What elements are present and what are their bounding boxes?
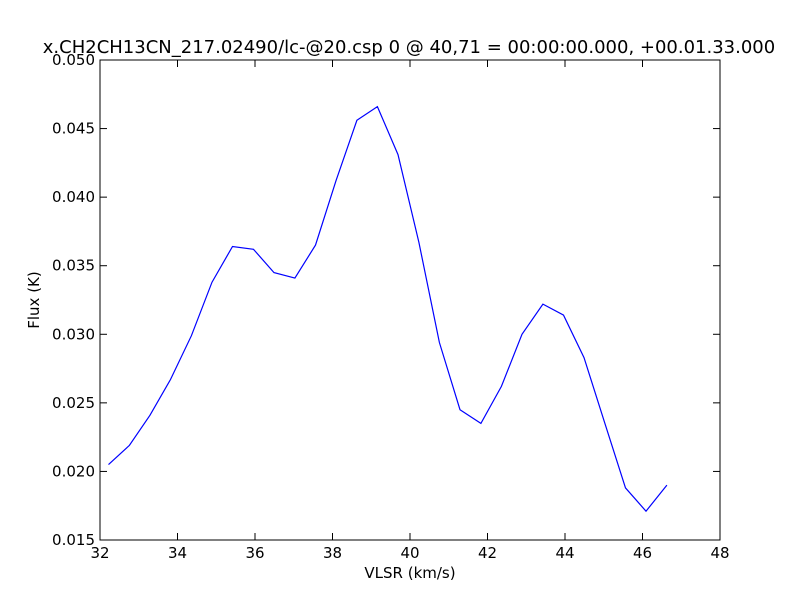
- x-tick-label: 48: [710, 544, 729, 562]
- chart-title: x.CH2CH13CN_217.02490/lc-@20.csp 0 @ 40,…: [43, 37, 775, 58]
- x-axis: 32 34 36 38 40 42 44 46 48: [90, 60, 730, 562]
- y-tick-label: 0.020: [52, 462, 95, 480]
- y-tick-label: 0.025: [52, 394, 95, 412]
- x-tick-label: 34: [168, 544, 187, 562]
- y-tick-label: 0.045: [52, 120, 95, 138]
- y-tick-label: 0.030: [52, 325, 95, 343]
- x-tick-label: 36: [245, 544, 264, 562]
- plot-area: [100, 60, 720, 540]
- y-tick-label: 0.035: [52, 257, 95, 275]
- x-tick-label: 38: [323, 544, 342, 562]
- x-axis-label: VLSR (km/s): [364, 564, 455, 582]
- y-tick-label: 0.050: [52, 51, 95, 69]
- y-axis-label: Flux (K): [25, 271, 43, 329]
- plot-frame: [99, 59, 721, 541]
- x-tick-label: 44: [555, 544, 574, 562]
- y-tick-label: 0.040: [52, 188, 95, 206]
- series-line: [108, 105, 668, 513]
- y-tick-label: 0.015: [52, 531, 95, 549]
- x-tick-label: 32: [90, 544, 109, 562]
- y-axis: 0.015 0.020 0.025 0.030 0.035 0.040 0.045 0.050: [52, 51, 720, 549]
- x-tick-label: 46: [633, 544, 652, 562]
- x-tick-label: 42: [478, 544, 497, 562]
- x-tick-label: 40: [400, 544, 419, 562]
